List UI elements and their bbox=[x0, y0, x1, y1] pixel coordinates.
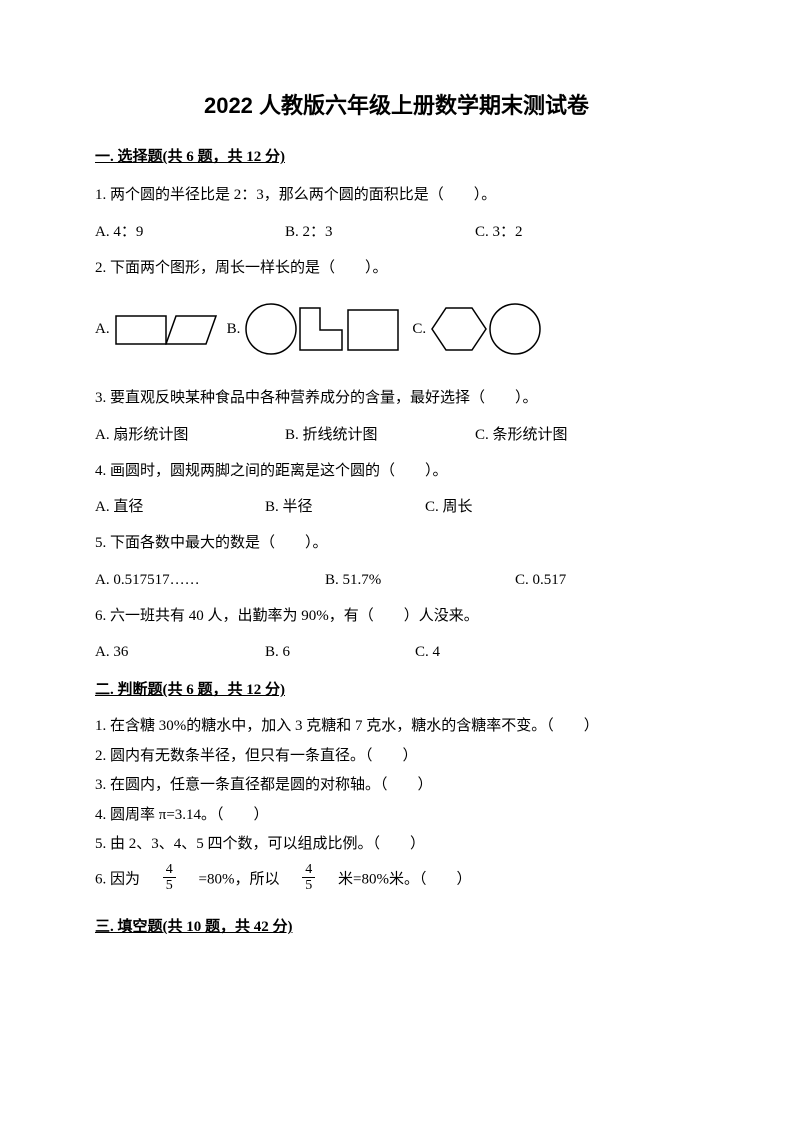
q4-options: A. 直径 B. 半径 C. 周长 bbox=[95, 495, 698, 519]
q6-options: A. 36 B. 6 C. 4 bbox=[95, 640, 698, 664]
q5-text: 5. 下面各数中最大的数是（ ）。 bbox=[95, 529, 698, 558]
q5-opt-c: C. 0.517 bbox=[515, 568, 566, 592]
s2-q2: 2. 圆内有无数条半径，但只有一条直径。（ ） bbox=[95, 744, 698, 770]
q3-opt-b: B. 折线统计图 bbox=[285, 423, 475, 447]
section-2-header: 二. 判断题(共 6 题，共 12 分) bbox=[95, 678, 698, 702]
q1-text: 1. 两个圆的半径比是 2：3，那么两个圆的面积比是（ ）。 bbox=[95, 181, 698, 210]
q2-opt-b-label: B. bbox=[227, 317, 241, 341]
q4-text: 4. 画圆时，圆规两脚之间的距离是这个圆的（ ）。 bbox=[95, 457, 698, 486]
q2-opt-c-label: C. bbox=[412, 317, 426, 341]
q1-options: A. 4：9 B. 2：3 C. 3：2 bbox=[95, 220, 698, 244]
q2-opt-c: C. bbox=[412, 302, 545, 356]
s2-q1: 1. 在含糖 30%的糖水中，加入 3 克糖和 7 克水，糖水的含糖率不变。（ … bbox=[95, 714, 698, 740]
q1-opt-b: B. 2：3 bbox=[285, 220, 475, 244]
q1-opt-a: A. 4：9 bbox=[95, 220, 285, 244]
s2-q3: 3. 在圆内，任意一条直径都是圆的对称轴。（ ） bbox=[95, 773, 698, 799]
hexagon-circle-icon bbox=[430, 302, 545, 356]
q6-opt-b: B. 6 bbox=[265, 640, 415, 664]
s2-q6: 6. 因为 4 5 =80%，所以 4 5 米=80%米。（ ） bbox=[95, 864, 698, 896]
s2-q5: 5. 由 2、3、4、5 四个数，可以组成比例。（ ） bbox=[95, 832, 698, 858]
q3-opt-c: C. 条形统计图 bbox=[475, 423, 645, 447]
frac-den: 5 bbox=[302, 878, 315, 893]
q6-text: 6. 六一班共有 40 人，出勤率为 90%，有（ ）人没来。 bbox=[95, 602, 698, 631]
q2-opt-a-label: A. bbox=[95, 317, 110, 341]
q2-text: 2. 下面两个图形，周长一样长的是（ ）。 bbox=[95, 254, 698, 283]
q4-opt-c: C. 周长 bbox=[425, 495, 473, 519]
q5-options: A. 0.517517…… B. 51.7% C. 0.517 bbox=[95, 568, 698, 592]
s2-q6-p1: 6. 因为 bbox=[95, 871, 155, 887]
page-title: 2022 人教版六年级上册数学期末测试卷 bbox=[95, 88, 698, 123]
q3-options: A. 扇形统计图 B. 折线统计图 C. 条形统计图 bbox=[95, 423, 698, 447]
section-3-header: 三. 填空题(共 10 题，共 42 分) bbox=[95, 915, 698, 939]
frac-den: 5 bbox=[163, 878, 176, 893]
frac-num: 4 bbox=[163, 862, 176, 878]
q3-text: 3. 要直观反映某种食品中各种营养成分的含量，最好选择（ ）。 bbox=[95, 384, 698, 413]
q1-opt-c: C. 3：2 bbox=[475, 220, 645, 244]
s2-q6-frac1: 4 5 bbox=[163, 862, 176, 894]
q6-opt-a: A. 36 bbox=[95, 640, 265, 664]
q2-opt-b: B. bbox=[227, 302, 405, 356]
q6-opt-c: C. 4 bbox=[415, 640, 440, 664]
rectangle-parallelogram-icon bbox=[114, 308, 219, 350]
q4-opt-b: B. 半径 bbox=[265, 495, 425, 519]
s2-q4: 4. 圆周率 π=3.14。（ ） bbox=[95, 803, 698, 829]
q2-image-options: A. B. C. bbox=[95, 302, 698, 356]
q5-opt-b: B. 51.7% bbox=[325, 568, 515, 592]
q5-opt-a: A. 0.517517…… bbox=[95, 568, 325, 592]
frac-num: 4 bbox=[302, 862, 315, 878]
s2-q6-p2: =80%，所以 bbox=[184, 871, 295, 887]
q4-opt-a: A. 直径 bbox=[95, 495, 265, 519]
circle-lshape-square-icon bbox=[244, 302, 404, 356]
s2-q6-frac2: 4 5 bbox=[302, 862, 315, 894]
q2-opt-a: A. bbox=[95, 308, 219, 350]
s2-q6-p3: 米=80%米。（ ） bbox=[323, 871, 471, 887]
section-1-header: 一. 选择题(共 6 题，共 12 分) bbox=[95, 145, 698, 169]
q3-opt-a: A. 扇形统计图 bbox=[95, 423, 285, 447]
